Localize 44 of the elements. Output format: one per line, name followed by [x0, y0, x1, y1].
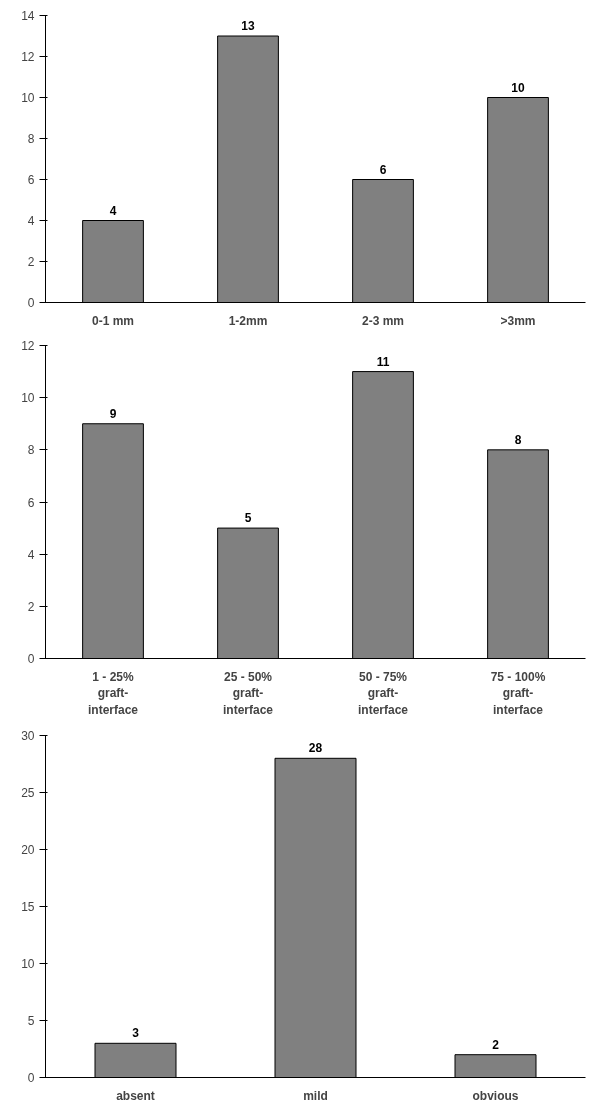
data-label: 28	[308, 741, 323, 756]
y-tick-label: 2	[27, 599, 35, 614]
y-tick-label: 6	[27, 495, 35, 510]
data-label: 8	[514, 432, 522, 447]
x-tick-label: 1 - 25% graft- interface	[87, 669, 139, 718]
data-label: 2	[492, 1037, 500, 1052]
data-label: 13	[241, 19, 255, 33]
data-label: 9	[109, 406, 117, 421]
y-tick-label: 12	[21, 50, 35, 64]
y-tick-label: 0	[27, 1071, 35, 1085]
y-tick-label: 12	[21, 339, 35, 353]
y-tick-label: 4	[27, 547, 35, 562]
y-tick-label: 0	[27, 296, 35, 310]
x-tick-label: mild	[303, 1088, 328, 1103]
y-tick-label: 8	[27, 132, 35, 146]
y-tick-label: 6	[27, 173, 35, 187]
x-tick-label: 2-3 mm	[361, 313, 405, 328]
y-tick-label: 4	[27, 214, 35, 228]
data-label: 10	[511, 80, 525, 95]
y-tick-label: 2	[27, 255, 35, 269]
y-tick-label: 14	[21, 9, 35, 23]
y-tick-label: 10	[21, 91, 35, 105]
y-tick-label: 25	[21, 786, 35, 800]
x-tick-label: 50 - 75% graft- interface	[357, 669, 409, 718]
y-tick-label: 15	[21, 900, 35, 914]
x-tick-label: 0-1 mm	[91, 313, 135, 328]
y-tick-label: 30	[21, 729, 35, 743]
x-tick-label: >3mm	[500, 313, 536, 328]
y-tick-label: 8	[27, 443, 35, 458]
y-tick-label: 10	[21, 957, 35, 971]
x-tick-label: 1-2mm	[228, 313, 268, 328]
data-label: 3	[132, 1026, 140, 1041]
x-tick-label: 75 - 100% graft- interface	[490, 669, 546, 718]
x-tick-label: obvious	[472, 1088, 519, 1103]
y-tick-label: 10	[21, 391, 35, 406]
data-label: 4	[109, 203, 117, 218]
data-label: 5	[244, 511, 252, 526]
y-tick-label: 5	[27, 1014, 35, 1028]
data-label: 11	[376, 354, 390, 369]
data-label: 6	[379, 162, 387, 177]
x-tick-label: 25 - 50% graft- interface	[222, 669, 274, 718]
x-tick-label: absent	[116, 1088, 155, 1103]
y-tick-label: 20	[21, 843, 35, 857]
y-tick-label: 0	[27, 652, 35, 666]
